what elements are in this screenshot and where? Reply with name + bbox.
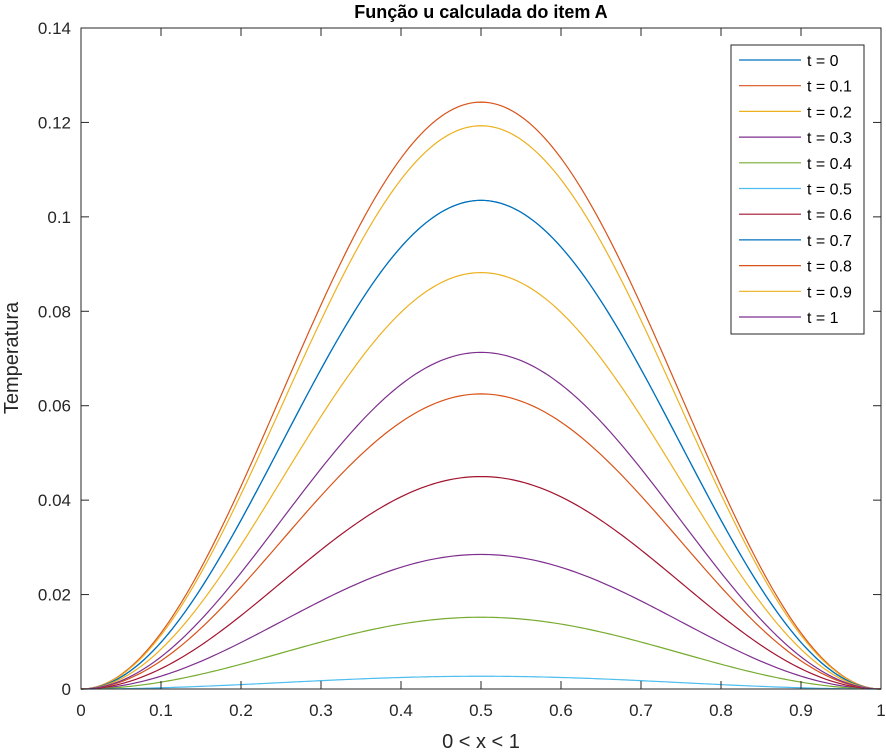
x-tick-label: 0.5 (469, 701, 493, 720)
y-tick-label: 0.02 (38, 586, 71, 605)
x-tick-label: 1 (876, 701, 885, 720)
legend-label: t = 0.3 (807, 130, 852, 147)
y-axis-label: Temperatura (1, 301, 23, 414)
x-tick-label: 0.1 (149, 701, 173, 720)
x-axis-label: 0 < x < 1 (442, 731, 520, 752)
series-line-9 (80, 271, 882, 690)
x-axis: 0 0.1 0.2 0.3 0.4 0.5 0.6 0.7 0.8 0.9 1 (76, 28, 886, 720)
legend-label: t = 0.1 (807, 79, 852, 96)
series-line-7 (80, 199, 882, 690)
x-tick-label: 0.8 (709, 701, 733, 720)
x-tick-label: 0 (76, 701, 85, 720)
legend-label: t = 0.7 (807, 233, 852, 250)
series-line-3 (80, 553, 882, 690)
legend-label: t = 0.2 (807, 104, 852, 121)
legend-label: t = 0.6 (807, 207, 852, 224)
series-line-4 (80, 616, 882, 690)
y-tick-label: 0.08 (38, 302, 71, 321)
y-axis: 0 0.02 0.04 0.06 0.08 0.1 0.12 0.14 (38, 19, 881, 699)
x-tick-label: 0.2 (229, 701, 253, 720)
legend-label: t = 0.4 (807, 156, 852, 173)
legend: t = 0 t = 0.1 t = 0.2 t = 0.3 t = 0.4 t = 0.5… (730, 44, 865, 335)
x-tick-label: 0.7 (629, 701, 653, 720)
series-line-2 (80, 125, 882, 690)
y-tick-label: 0 (62, 680, 71, 699)
series-line-8 (80, 393, 882, 690)
y-tick-label: 0.04 (38, 491, 71, 510)
y-tick-label: 0.14 (38, 19, 71, 38)
series-line-1 (80, 101, 882, 690)
y-tick-label: 0.06 (38, 397, 71, 416)
legend-label: t = 0.9 (807, 284, 852, 301)
legend-label: t = 0 (807, 53, 839, 70)
chart-title: Função u calculada do item A (354, 2, 607, 22)
legend-label: t = 1 (807, 310, 839, 327)
y-tick-label: 0.1 (47, 208, 71, 227)
x-tick-label: 0.6 (549, 701, 573, 720)
legend-box (730, 44, 865, 335)
legend-label: t = 0.5 (807, 182, 852, 199)
series-line-5 (81, 675, 881, 690)
x-tick-label: 0.9 (789, 701, 813, 720)
y-tick-label: 0.12 (38, 113, 71, 132)
series-line-10 (80, 351, 882, 690)
x-tick-label: 0.4 (389, 701, 413, 720)
series-line-6 (80, 475, 882, 690)
legend-label: t = 0.8 (807, 259, 852, 276)
plot-curves (80, 101, 882, 690)
x-tick-label: 0.3 (309, 701, 333, 720)
